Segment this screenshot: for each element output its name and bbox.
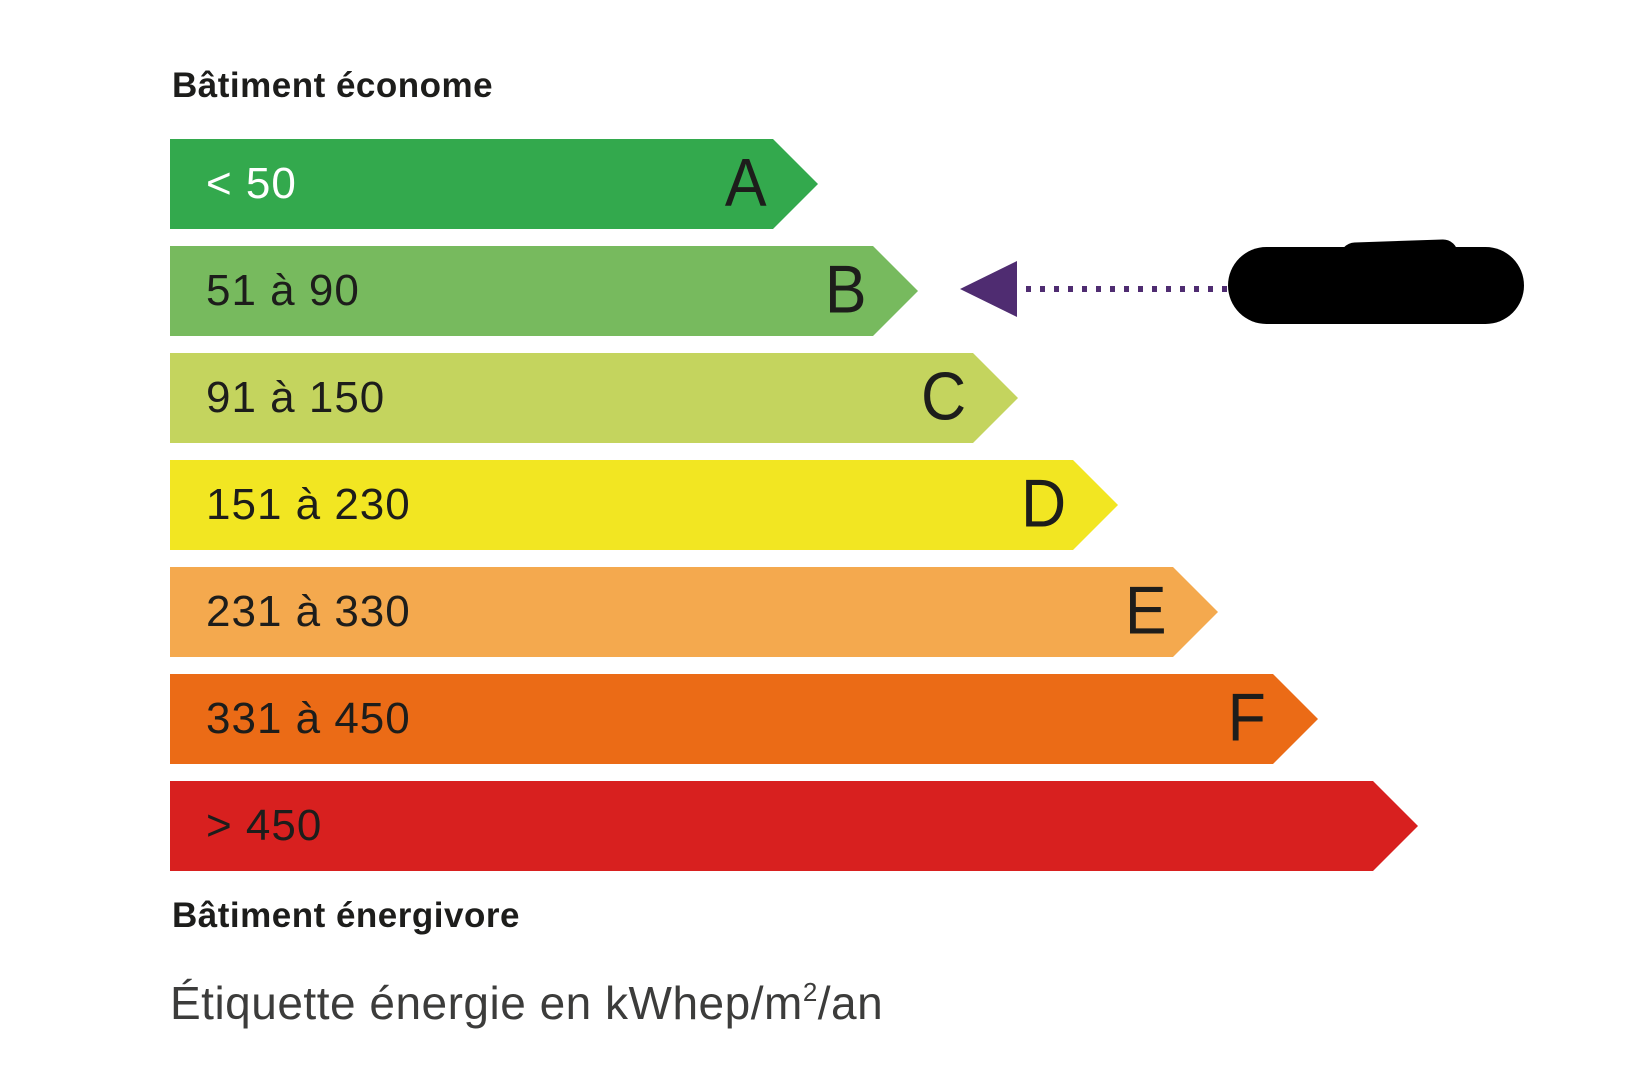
selected-class-arrow-icon <box>960 261 1017 317</box>
range-label: 331 à 450 <box>206 694 411 743</box>
energy-class-bar: 151 à 230 D <box>170 460 1118 550</box>
energy-guzzling-building-label: Bâtiment énergivore <box>172 896 520 935</box>
range-label: > 450 <box>206 801 323 850</box>
energy-class-bar: > 450 <box>170 781 1418 871</box>
class-letter: C <box>920 358 967 435</box>
caption-superscript: 2 <box>802 977 818 1007</box>
caption-text: Étiquette énergie en kWhep/m <box>170 977 803 1029</box>
range-label: 51 à 90 <box>206 266 360 315</box>
class-letter: A <box>724 144 767 221</box>
range-label: 151 à 230 <box>206 480 411 529</box>
energy-class-bar: 331 à 450 F <box>170 674 1318 764</box>
energy-class-bar: 91 à 150 C <box>170 353 1018 443</box>
class-letter: B <box>824 251 867 328</box>
pointer-dotted-line <box>1026 286 1228 292</box>
class-letter: E <box>1124 572 1167 649</box>
redacted-value-blob-edge <box>1339 238 1459 274</box>
range-label: 91 à 150 <box>206 373 386 422</box>
range-label: 231 à 330 <box>206 587 411 636</box>
caption-tail: /an <box>817 977 884 1029</box>
class-letter: D <box>1020 465 1067 542</box>
range-label: < 50 <box>206 159 297 208</box>
energy-class-bar: 231 à 330 E <box>170 567 1218 657</box>
energy-class-bar: < 50 A <box>170 139 818 229</box>
energy-class-bar: 51 à 90 B <box>170 246 918 336</box>
energy-label-caption: Étiquette énergie en kWhep/m2/an <box>170 976 883 1030</box>
class-letter: F <box>1228 679 1267 756</box>
economical-building-label: Bâtiment économe <box>172 66 494 105</box>
